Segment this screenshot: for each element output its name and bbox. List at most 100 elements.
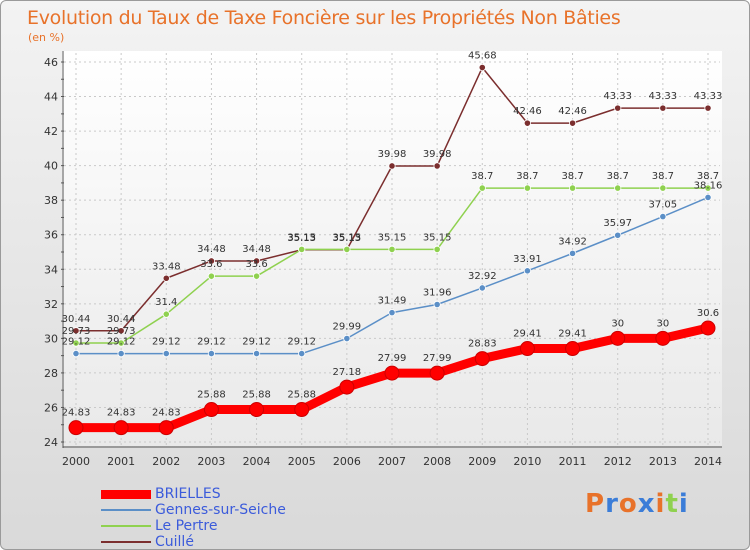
data-point bbox=[659, 104, 667, 112]
data-point bbox=[700, 320, 716, 336]
data-label: 29.12 bbox=[152, 337, 181, 348]
data-label: 33.6 bbox=[245, 259, 267, 270]
data-point bbox=[519, 341, 535, 357]
y-tick-label: 36 bbox=[44, 229, 58, 242]
data-point bbox=[614, 231, 622, 239]
data-label: 38.7 bbox=[471, 171, 493, 182]
x-tick-label: 2006 bbox=[333, 455, 361, 468]
legend-swatch bbox=[101, 509, 151, 511]
legend-label: Le Pertre bbox=[155, 518, 218, 534]
data-point bbox=[478, 284, 486, 292]
legend-swatch bbox=[101, 489, 151, 499]
x-tick-label: 2005 bbox=[288, 455, 316, 468]
data-point bbox=[659, 212, 667, 221]
x-tick-label: 2008 bbox=[423, 455, 451, 468]
data-label: 34.48 bbox=[197, 244, 226, 255]
data-label: 24.83 bbox=[62, 408, 91, 419]
data-label: 45.68 bbox=[468, 51, 497, 62]
data-point bbox=[388, 162, 396, 170]
data-point bbox=[72, 327, 80, 335]
legend-swatch bbox=[101, 541, 151, 543]
data-point bbox=[704, 104, 712, 112]
data-label: 33.6 bbox=[200, 259, 222, 270]
data-point bbox=[523, 119, 532, 127]
x-tick-label: 2004 bbox=[243, 455, 271, 468]
data-point bbox=[252, 349, 261, 358]
data-point bbox=[433, 162, 441, 170]
data-label: 31.49 bbox=[378, 296, 407, 307]
data-point bbox=[207, 257, 216, 265]
data-label: 29.41 bbox=[513, 329, 542, 340]
data-point bbox=[72, 339, 80, 347]
data-point bbox=[478, 184, 486, 192]
data-label: 29.12 bbox=[62, 337, 91, 348]
data-point bbox=[565, 341, 581, 357]
data-point bbox=[113, 420, 129, 436]
data-point bbox=[655, 330, 671, 346]
legend-swatch bbox=[101, 525, 151, 527]
y-tick-label: 38 bbox=[44, 194, 58, 207]
data-point bbox=[659, 184, 667, 192]
data-point bbox=[207, 272, 216, 280]
data-point bbox=[523, 267, 532, 275]
data-label: 38.7 bbox=[607, 171, 629, 182]
data-point bbox=[294, 402, 310, 418]
data-point bbox=[384, 365, 400, 381]
chart-title: Evolution du Taux de Taxe Foncière sur l… bbox=[27, 7, 621, 29]
data-point bbox=[433, 300, 441, 309]
data-label: 32.92 bbox=[468, 271, 497, 282]
data-label: 31.96 bbox=[423, 288, 452, 299]
data-point bbox=[162, 310, 170, 318]
proxiti-logo: Proxiti bbox=[585, 489, 689, 519]
data-label: 29.73 bbox=[62, 326, 91, 337]
data-label: 35.13 bbox=[287, 233, 316, 244]
x-tick-label: 2001 bbox=[107, 455, 135, 468]
data-label: 27.99 bbox=[378, 353, 407, 364]
data-point bbox=[704, 193, 712, 202]
data-label: 31.4 bbox=[155, 297, 177, 308]
data-label: 25.88 bbox=[242, 390, 271, 401]
y-tick-label: 28 bbox=[44, 367, 58, 380]
data-label: 35.15 bbox=[287, 232, 316, 243]
data-label: 29.41 bbox=[558, 329, 587, 340]
unit-label: (en %) bbox=[28, 31, 65, 44]
data-point bbox=[568, 184, 577, 192]
data-point bbox=[343, 245, 351, 254]
data-point bbox=[343, 334, 351, 343]
x-tick-label: 2013 bbox=[649, 455, 677, 468]
data-label: 43.33 bbox=[694, 91, 723, 102]
y-tick-label: 26 bbox=[44, 401, 58, 414]
y-tick-label: 42 bbox=[44, 125, 58, 138]
y-tick-label: 34 bbox=[44, 263, 58, 276]
data-label: 30 bbox=[611, 318, 624, 329]
data-point bbox=[207, 349, 216, 358]
data-point bbox=[117, 327, 125, 335]
data-point bbox=[388, 245, 396, 254]
data-label: 35.15 bbox=[333, 232, 362, 243]
data-label: 34.92 bbox=[558, 236, 587, 247]
y-tick-label: 40 bbox=[44, 160, 58, 173]
y-tick-label: 24 bbox=[44, 436, 58, 449]
data-label: 38.7 bbox=[652, 171, 674, 182]
data-label: 25.88 bbox=[287, 390, 316, 401]
y-tick-label: 32 bbox=[44, 298, 58, 311]
data-point bbox=[474, 351, 490, 367]
data-point bbox=[478, 63, 486, 72]
data-point bbox=[568, 249, 577, 257]
data-label: 33.91 bbox=[513, 254, 542, 265]
data-point bbox=[72, 349, 80, 358]
x-tick-label: 2007 bbox=[378, 455, 406, 468]
data-point bbox=[523, 184, 532, 192]
data-label: 30.6 bbox=[697, 308, 719, 319]
data-label: 38.7 bbox=[516, 171, 538, 182]
data-label: 39.98 bbox=[423, 149, 452, 160]
data-point bbox=[388, 309, 396, 317]
data-point bbox=[704, 184, 712, 192]
data-point bbox=[117, 339, 125, 347]
data-label: 29.12 bbox=[242, 337, 271, 348]
data-point bbox=[162, 349, 170, 358]
data-point bbox=[252, 272, 261, 280]
data-point bbox=[162, 274, 170, 282]
x-tick-label: 2010 bbox=[513, 455, 541, 468]
